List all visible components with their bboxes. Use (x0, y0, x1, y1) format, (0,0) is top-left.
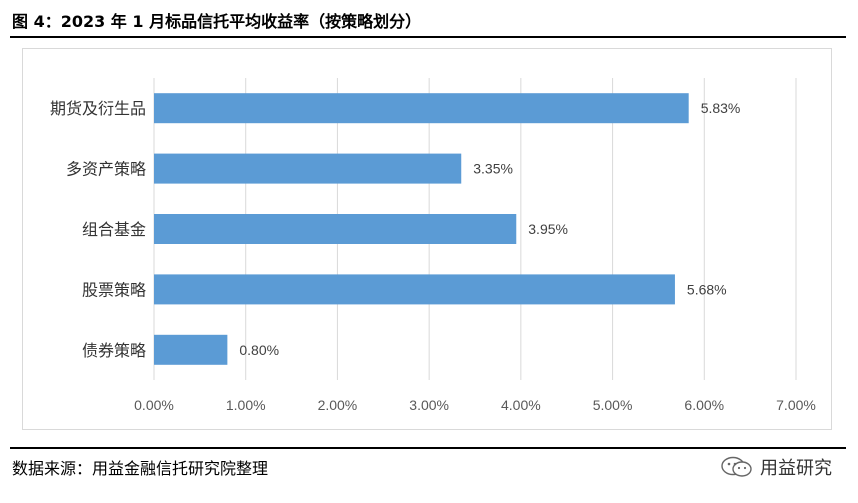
bar (154, 334, 228, 365)
value-labels: 5.83% 3.35% 3.95% 5.68% 0.80% (239, 100, 740, 358)
data-label: 0.80% (239, 342, 279, 358)
bar (154, 214, 517, 244)
x-tick-label: 1.00% (226, 397, 266, 413)
x-tick-label: 5.00% (593, 397, 633, 413)
chart-title: 图 4：2023 年 1 月标品信托平均收益率（按策略划分） (12, 12, 422, 31)
x-tick-label: 3.00% (409, 397, 449, 413)
x-tick-label: 6.00% (684, 397, 724, 413)
brand-name: 用益研究 (760, 458, 832, 479)
data-label: 5.83% (701, 100, 741, 116)
category-label: 组合基金 (82, 220, 146, 239)
gridlines (153, 78, 797, 380)
data-label: 3.35% (473, 161, 513, 177)
wechat-icon (721, 456, 752, 477)
x-tick-label: 4.00% (501, 397, 541, 413)
x-tick-label: 2.00% (318, 397, 358, 413)
brand: 用益研究 (720, 454, 832, 480)
category-label: 多资产策略 (66, 160, 146, 179)
category-label: 债券策略 (82, 341, 146, 360)
chart-frame (22, 48, 832, 430)
bar (154, 274, 675, 305)
x-tick-label: 0.00% (134, 397, 174, 413)
data-label: 5.68% (687, 281, 727, 297)
category-label: 期货及衍生品 (50, 99, 146, 118)
x-tick-labels: 0.00% 1.00% 2.00% 3.00% 4.00% 5.00% 6.00% 7.00% (134, 397, 816, 413)
data-label: 3.95% (528, 221, 568, 237)
bottom-rule (10, 447, 846, 449)
x-tick-label: 7.00% (776, 397, 816, 413)
bar (154, 93, 689, 124)
category-label: 股票策略 (82, 280, 146, 299)
bar (154, 153, 462, 184)
top-rule (10, 36, 846, 38)
source-note: 数据来源：用益金融信托研究院整理 (12, 459, 269, 478)
bars (154, 93, 689, 365)
